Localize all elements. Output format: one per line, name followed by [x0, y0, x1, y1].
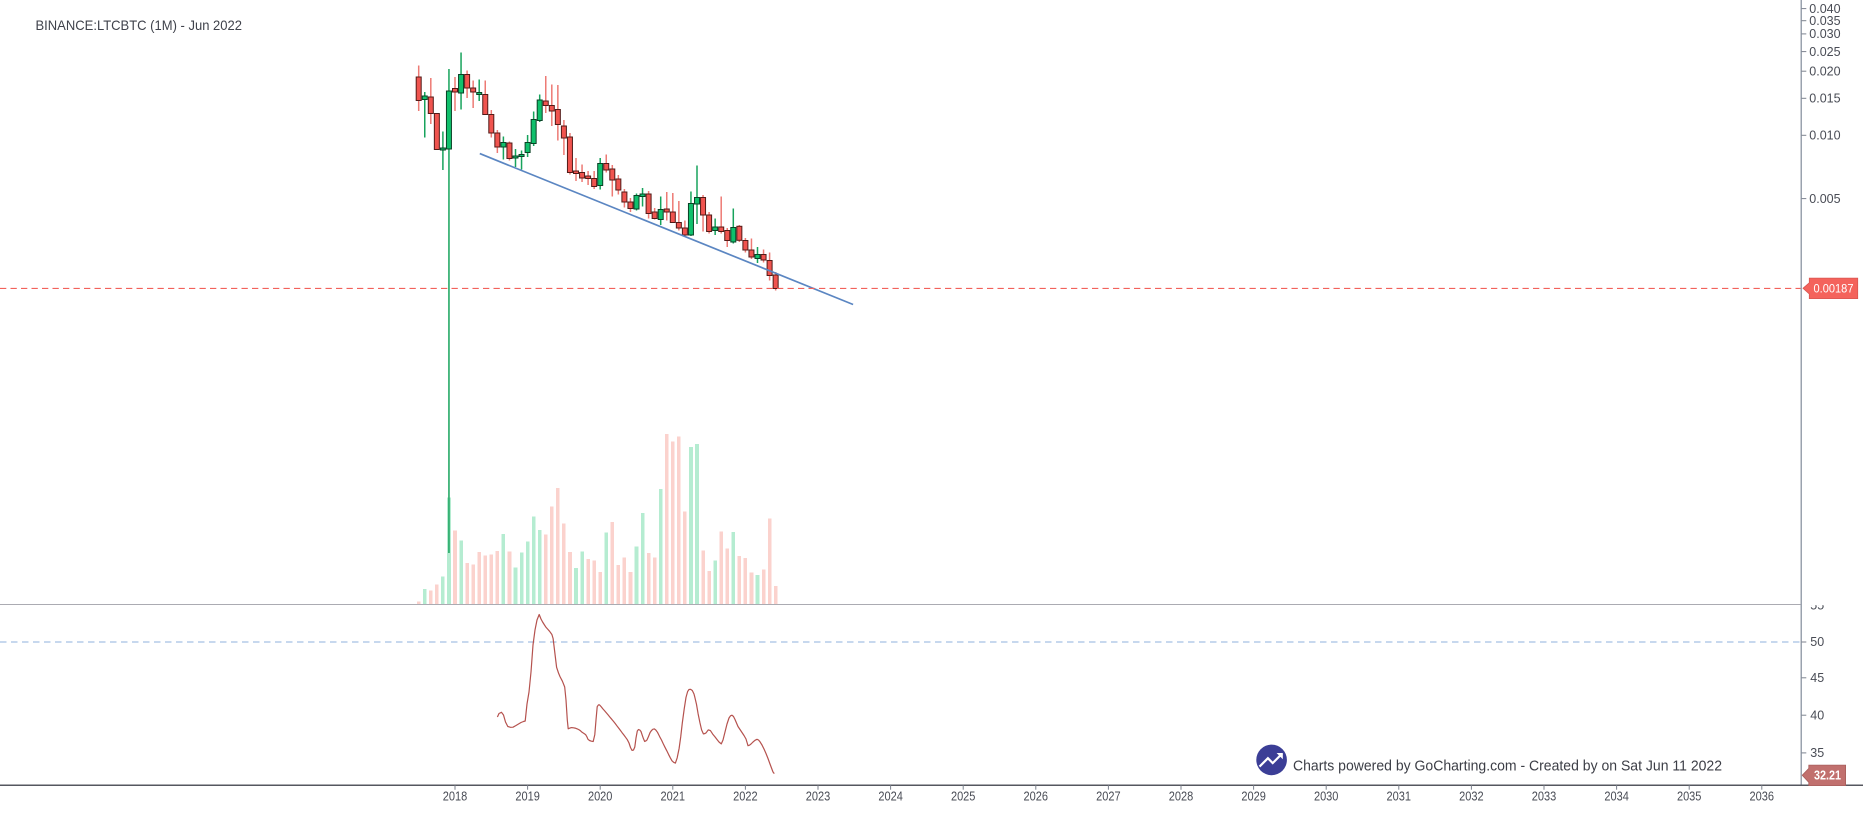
svg-text:35: 35 — [1810, 746, 1824, 760]
svg-text:2027: 2027 — [1096, 790, 1121, 804]
svg-text:0.040: 0.040 — [1809, 2, 1840, 16]
svg-text:0.025: 0.025 — [1809, 45, 1840, 59]
svg-text:2022: 2022 — [733, 790, 758, 804]
svg-text:0.005: 0.005 — [1809, 192, 1840, 206]
svg-text:2028: 2028 — [1169, 790, 1194, 804]
svg-text:0.035: 0.035 — [1809, 14, 1840, 28]
svg-text:0.020: 0.020 — [1809, 64, 1840, 78]
svg-text:50: 50 — [1810, 635, 1824, 649]
svg-text:2024: 2024 — [878, 790, 903, 804]
svg-text:2018: 2018 — [443, 790, 468, 804]
svg-text:2029: 2029 — [1241, 790, 1266, 804]
svg-text:Charts powered by GoCharting.c: Charts powered by GoCharting.com - Creat… — [1293, 757, 1722, 774]
svg-text:55: 55 — [1810, 598, 1824, 612]
svg-text:0.00187: 0.00187 — [1814, 282, 1854, 296]
svg-text:2023: 2023 — [806, 790, 831, 804]
svg-text:2035: 2035 — [1677, 790, 1702, 804]
svg-text:2032: 2032 — [1459, 790, 1484, 804]
svg-text:32.21: 32.21 — [1814, 769, 1841, 783]
svg-text:45: 45 — [1810, 671, 1824, 685]
svg-text:2030: 2030 — [1314, 790, 1339, 804]
svg-text:2019: 2019 — [515, 790, 540, 804]
svg-text:0.030: 0.030 — [1809, 27, 1840, 41]
svg-text:2026: 2026 — [1024, 790, 1049, 804]
svg-text:2036: 2036 — [1750, 790, 1775, 804]
svg-text:2031: 2031 — [1387, 790, 1412, 804]
svg-text:0.015: 0.015 — [1809, 92, 1840, 106]
svg-text:BINANCE:LTCBTC (1M) - Jun 2022: BINANCE:LTCBTC (1M) - Jun 2022 — [36, 17, 243, 33]
svg-text:2020: 2020 — [588, 790, 613, 804]
svg-text:0.010: 0.010 — [1809, 129, 1840, 143]
svg-text:2033: 2033 — [1532, 790, 1557, 804]
svg-text:2034: 2034 — [1604, 790, 1629, 804]
svg-text:2025: 2025 — [951, 790, 976, 804]
svg-text:2021: 2021 — [661, 790, 686, 804]
svg-text:40: 40 — [1810, 708, 1824, 722]
